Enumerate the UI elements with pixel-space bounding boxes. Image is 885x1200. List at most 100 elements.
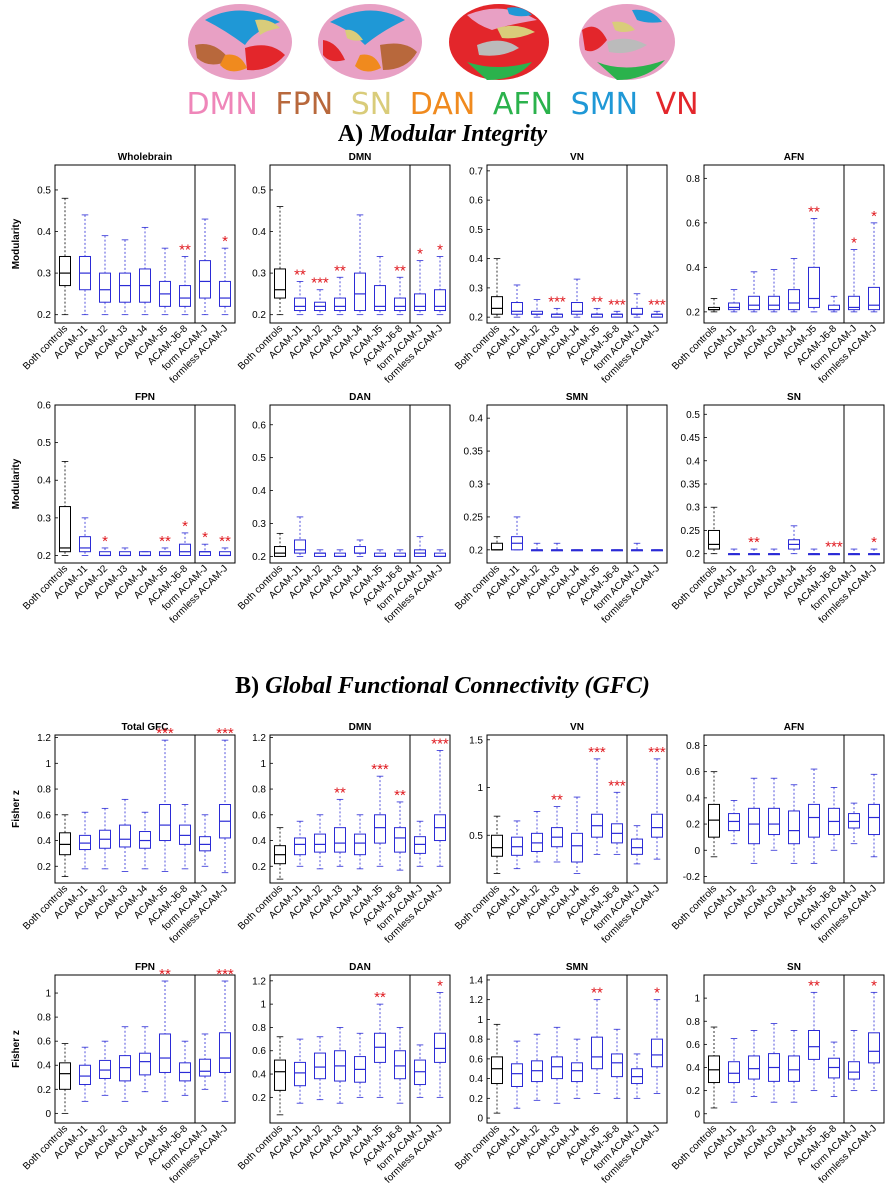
box-iqr <box>99 272 111 303</box>
plot-frame <box>269 974 451 1124</box>
box-iqr <box>334 827 346 853</box>
y-tick-label: 0.2 <box>37 551 51 562</box>
brain-lateral-right <box>318 4 422 80</box>
significance-marker: ** <box>159 966 171 983</box>
box-iqr <box>848 813 860 829</box>
box-iqr <box>708 803 720 838</box>
significance-marker: *** <box>648 744 666 761</box>
y-tick-label: 0.4 <box>686 1063 700 1074</box>
significance-marker: ** <box>159 533 171 550</box>
significance-marker: *** <box>431 735 449 752</box>
y-tick-label: 0.4 <box>469 1074 483 1085</box>
y-tick-label: 0.2 <box>469 545 483 556</box>
network-legend: DMN FPN SN DAN AFN SMN VN <box>0 88 885 122</box>
box-iqr <box>491 296 503 315</box>
box-iqr <box>199 260 211 299</box>
box-iqr <box>394 297 406 312</box>
section-b-heading: Global Functional Connectivity (GFC) <box>265 673 650 699</box>
significance-marker: * <box>437 241 443 258</box>
box-iqr <box>748 807 760 845</box>
box-iqr <box>511 302 523 315</box>
significance-marker: * <box>654 985 660 1002</box>
chart-title: DAN <box>349 392 371 403</box>
significance-marker: *** <box>588 744 606 761</box>
y-tick-label: 0.35 <box>681 480 701 491</box>
y-tick-label: 0.8 <box>686 174 700 185</box>
significance-marker: ** <box>179 241 191 258</box>
chart-title: VN <box>570 722 584 733</box>
y-tick-label: 1 <box>260 1000 266 1011</box>
significance-marker: ** <box>748 534 760 551</box>
y-tick-label: 0.6 <box>252 810 266 821</box>
significance-marker: ** <box>808 203 820 220</box>
y-tick-label: 0.5 <box>252 185 266 196</box>
box-iqr <box>868 286 880 311</box>
significance-marker: ** <box>394 787 406 804</box>
box-iqr <box>848 1061 860 1080</box>
y-tick-label: 0.4 <box>686 793 700 804</box>
y-tick-label: 0 <box>477 1114 483 1125</box>
box-iqr <box>59 255 71 287</box>
box-iqr <box>414 836 426 854</box>
box-iqr <box>808 803 820 838</box>
plot-frame <box>703 734 885 884</box>
y-tick-label: 0.4 <box>686 263 700 274</box>
significance-marker: *** <box>371 761 389 778</box>
significance-marker: ** <box>591 293 603 310</box>
box-iqr <box>179 543 191 556</box>
y-tick-label: 0.2 <box>252 862 266 873</box>
y-tick-label: 0.8 <box>252 785 266 796</box>
chart-title: DMN <box>349 152 372 163</box>
box-iqr <box>99 1059 111 1079</box>
box-iqr <box>219 1032 231 1073</box>
box-iqr <box>294 297 306 312</box>
y-tick-label: 0.2 <box>686 549 700 560</box>
box-iqr <box>314 833 326 853</box>
legend-dmn: DMN <box>186 87 258 122</box>
y-tick-label: 0.3 <box>37 513 51 524</box>
y-tick-label: 1 <box>45 759 51 770</box>
box-iqr <box>728 302 740 311</box>
plot-frame <box>486 404 668 564</box>
significance-marker: * <box>871 977 877 994</box>
box-iqr <box>808 1030 820 1060</box>
y-tick-label: 0.4 <box>252 486 266 497</box>
chart-title: Wholebrain <box>118 152 172 163</box>
plot-frame <box>703 974 885 1124</box>
y-tick-label: 0.7 <box>469 166 483 177</box>
y-tick-label: 0.6 <box>469 1054 483 1065</box>
y-tick-label: 0.4 <box>252 227 266 238</box>
y-tick-label: 0.2 <box>686 820 700 831</box>
chart-title: VN <box>570 152 584 163</box>
box-iqr <box>179 1062 191 1082</box>
box-iqr <box>748 1055 760 1080</box>
box-iqr <box>768 807 780 836</box>
box-iqr <box>848 295 860 311</box>
y-tick-label: 0.4 <box>469 254 483 265</box>
box-iqr <box>274 268 286 299</box>
y-tick-label: 0.4 <box>252 1070 266 1081</box>
y-tick-label: 0.4 <box>37 476 51 487</box>
significance-marker: ** <box>808 977 820 994</box>
box-iqr <box>728 813 740 832</box>
plot-frame <box>486 164 668 324</box>
y-tick-label: 0.5 <box>469 225 483 236</box>
significance-marker: *** <box>648 296 666 313</box>
y-axis-label: Fisher z <box>11 1030 22 1068</box>
y-tick-label: 0.2 <box>252 552 266 563</box>
y-tick-label: 0.8 <box>252 1023 266 1034</box>
y-tick-label: 0 <box>694 846 700 857</box>
box-iqr <box>294 539 306 554</box>
y-tick-label: 0.3 <box>469 480 483 491</box>
y-tick-label: 0.2 <box>37 1085 51 1096</box>
significance-marker: *** <box>825 539 843 556</box>
box-iqr <box>159 803 171 842</box>
y-tick-label: 0.6 <box>37 1037 51 1048</box>
box-iqr <box>414 293 426 312</box>
box-iqr <box>79 536 91 553</box>
box-iqr <box>119 272 131 303</box>
